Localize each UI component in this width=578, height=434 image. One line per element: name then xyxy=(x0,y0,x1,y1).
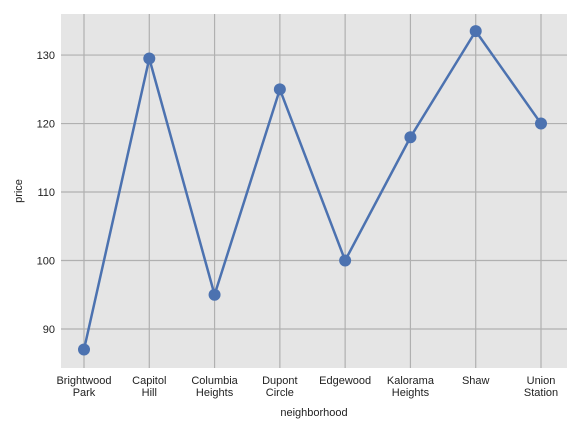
y-tick-label: 100 xyxy=(37,255,55,267)
grid-lines xyxy=(61,14,567,368)
data-point xyxy=(469,25,482,38)
x-tick-labels: Brightwood Park Capitol Hill Columbia Heights… xyxy=(56,375,558,399)
x-tick-label: Dupont Circle xyxy=(262,375,297,399)
series-price xyxy=(78,25,547,356)
data-point xyxy=(339,254,352,267)
data-point xyxy=(535,117,547,130)
data-point xyxy=(78,343,90,356)
y-tick-label: 110 xyxy=(37,187,55,199)
y-axis-label: price xyxy=(13,179,25,203)
y-tick-label: 130 xyxy=(37,50,55,62)
data-point xyxy=(208,288,221,301)
data-point xyxy=(273,83,286,96)
x-tick-label: Brightwood Park xyxy=(56,375,111,399)
x-axis-label: neighborhood xyxy=(280,407,347,419)
plot-background xyxy=(61,14,567,368)
x-tick-label: Edgewood xyxy=(319,375,371,387)
x-tick-label: Kalorama Heights xyxy=(387,375,435,399)
series-line xyxy=(82,29,543,350)
x-tick-label: Capitol Hill xyxy=(132,375,166,399)
y-tick-labels: 90 100 110 120 130 xyxy=(37,50,55,336)
data-point xyxy=(143,52,156,65)
y-tick-label: 120 xyxy=(37,119,55,131)
data-point xyxy=(404,131,417,144)
x-tick-label: Columbia Heights xyxy=(191,375,238,399)
x-tick-label: Union Station xyxy=(524,375,558,399)
x-tick-label: Shaw xyxy=(462,375,490,387)
y-tick-label: 90 xyxy=(43,324,55,336)
